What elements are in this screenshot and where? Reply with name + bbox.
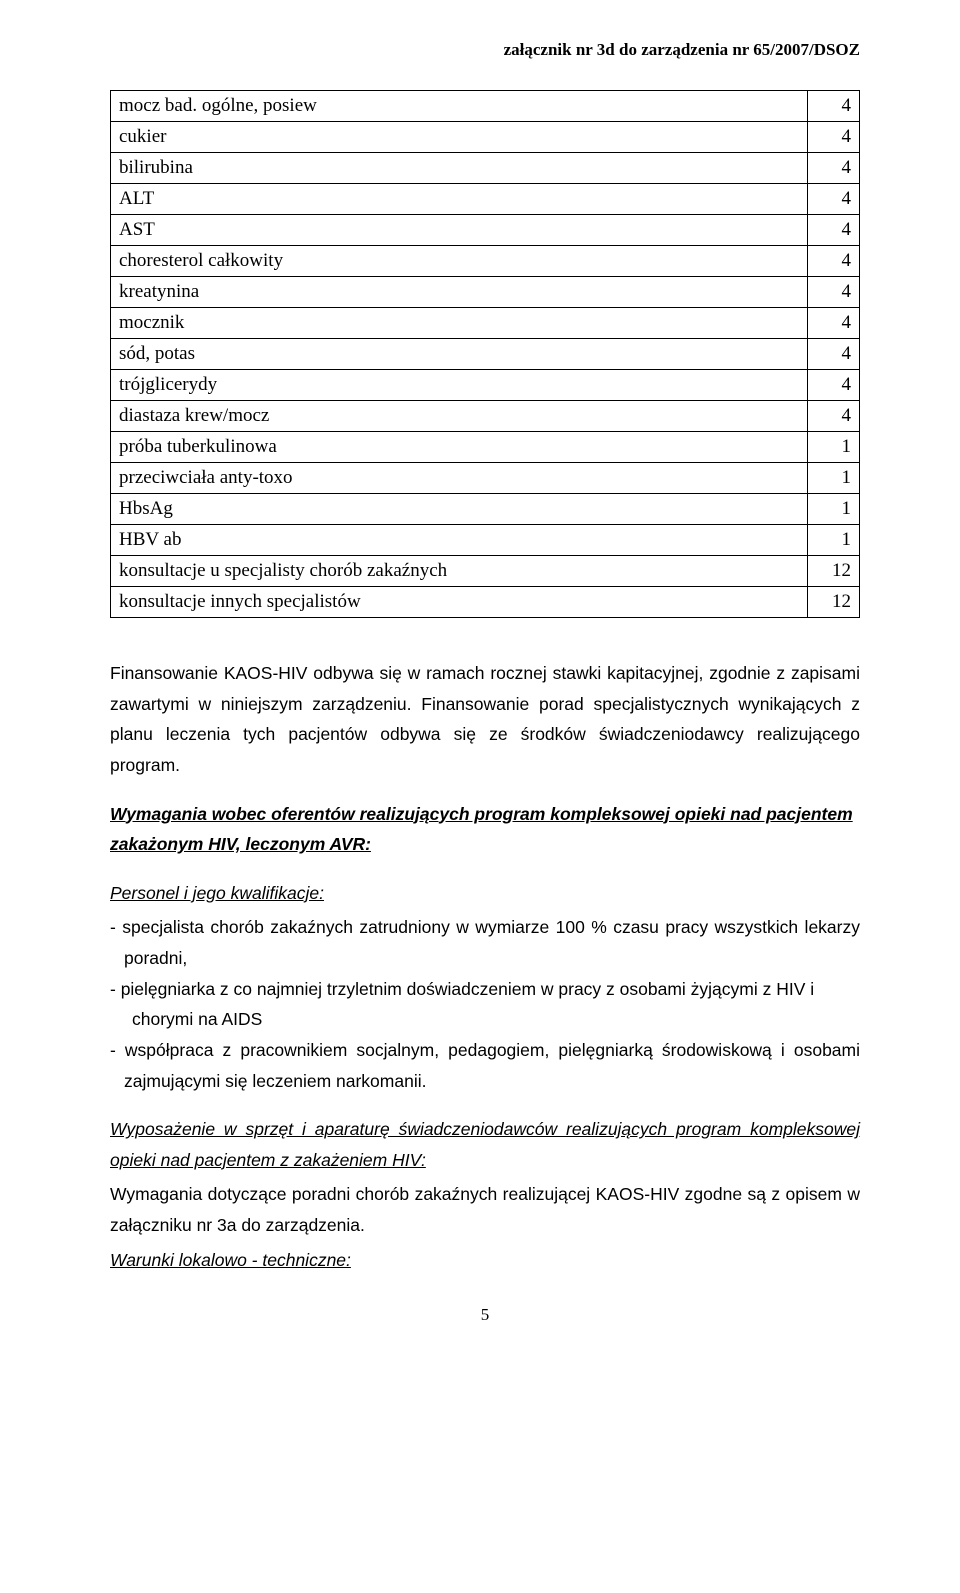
table-row: próba tuberkulinowa1: [111, 432, 860, 463]
table-row: przeciwciała anty-toxo1: [111, 463, 860, 494]
list-item: - pielęgniarka z co najmniej trzyletnim …: [110, 974, 860, 1005]
table-row: trójglicerydy4: [111, 370, 860, 401]
row-value: 12: [808, 587, 860, 618]
table-row: mocznik4: [111, 308, 860, 339]
row-label: konsultacje u specjalisty chorób zakaźny…: [111, 556, 808, 587]
row-value: 12: [808, 556, 860, 587]
list-item-cont: chorymi na AIDS: [110, 1004, 860, 1035]
row-label: HBV ab: [111, 525, 808, 556]
row-label: przeciwciała anty-toxo: [111, 463, 808, 494]
row-value: 4: [808, 370, 860, 401]
attachment-header: załącznik nr 3d do zarządzenia nr 65/200…: [110, 40, 860, 60]
row-label: ALT: [111, 184, 808, 215]
row-value: 4: [808, 153, 860, 184]
row-label: konsultacje innych specjalistów: [111, 587, 808, 618]
table-row: mocz bad. ogólne, posiew4: [111, 91, 860, 122]
list-item: - współpraca z pracownikiem socjalnym, p…: [110, 1035, 860, 1096]
row-value: 1: [808, 494, 860, 525]
personnel-subheading: Personel i jego kwalifikacje:: [110, 878, 860, 909]
row-value: 4: [808, 246, 860, 277]
row-label: kreatynina: [111, 277, 808, 308]
table-row: AST4: [111, 215, 860, 246]
table-body: mocz bad. ogólne, posiew4 cukier4 biliru…: [111, 91, 860, 618]
row-label: trójglicerydy: [111, 370, 808, 401]
row-label: mocznik: [111, 308, 808, 339]
page-number: 5: [110, 1305, 860, 1325]
row-label: diastaza krew/mocz: [111, 401, 808, 432]
equipment-block: Wyposażenie w sprzęt i aparaturę świadcz…: [110, 1114, 860, 1275]
equipment-subheading: Wyposażenie w sprzęt i aparaturę świadcz…: [110, 1119, 860, 1170]
table-row: bilirubina4: [111, 153, 860, 184]
paragraph-text: Finansowanie KAOS-HIV odbywa się w ramac…: [110, 658, 860, 781]
row-value: 4: [808, 308, 860, 339]
row-label: cukier: [111, 122, 808, 153]
table-row: choresterol całkowity4: [111, 246, 860, 277]
row-value: 1: [808, 463, 860, 494]
table-row: cukier4: [111, 122, 860, 153]
row-value: 1: [808, 525, 860, 556]
table-row: ALT4: [111, 184, 860, 215]
row-value: 4: [808, 339, 860, 370]
row-label: próba tuberkulinowa: [111, 432, 808, 463]
table-row: diastaza krew/mocz4: [111, 401, 860, 432]
lab-tests-table: mocz bad. ogólne, posiew4 cukier4 biliru…: [110, 90, 860, 618]
row-label: choresterol całkowity: [111, 246, 808, 277]
row-value: 4: [808, 184, 860, 215]
equipment-text: Wymagania dotyczące poradni chorób zakaź…: [110, 1179, 860, 1240]
table-row: kreatynina4: [111, 277, 860, 308]
row-label: AST: [111, 215, 808, 246]
table-row: HBV ab1: [111, 525, 860, 556]
personnel-list: - specjalista chorób zakaźnych zatrudnio…: [110, 912, 860, 1096]
requirements-heading: Wymagania wobec oferentów realizujących …: [110, 799, 860, 860]
paragraph-financing: Finansowanie KAOS-HIV odbywa się w ramac…: [110, 658, 860, 781]
row-value: 4: [808, 277, 860, 308]
row-value: 4: [808, 91, 860, 122]
row-value: 1: [808, 432, 860, 463]
row-label: HbsAg: [111, 494, 808, 525]
row-value: 4: [808, 215, 860, 246]
premises-subheading: Warunki lokalowo - techniczne:: [110, 1250, 351, 1270]
row-label: mocz bad. ogólne, posiew: [111, 91, 808, 122]
row-label: sód, potas: [111, 339, 808, 370]
table-row: konsultacje innych specjalistów12: [111, 587, 860, 618]
row-value: 4: [808, 122, 860, 153]
list-item: - specjalista chorób zakaźnych zatrudnio…: [110, 912, 860, 973]
row-label: bilirubina: [111, 153, 808, 184]
table-row: konsultacje u specjalisty chorób zakaźny…: [111, 556, 860, 587]
table-row: sód, potas4: [111, 339, 860, 370]
row-value: 4: [808, 401, 860, 432]
page: załącznik nr 3d do zarządzenia nr 65/200…: [0, 0, 960, 1365]
table-row: HbsAg1: [111, 494, 860, 525]
